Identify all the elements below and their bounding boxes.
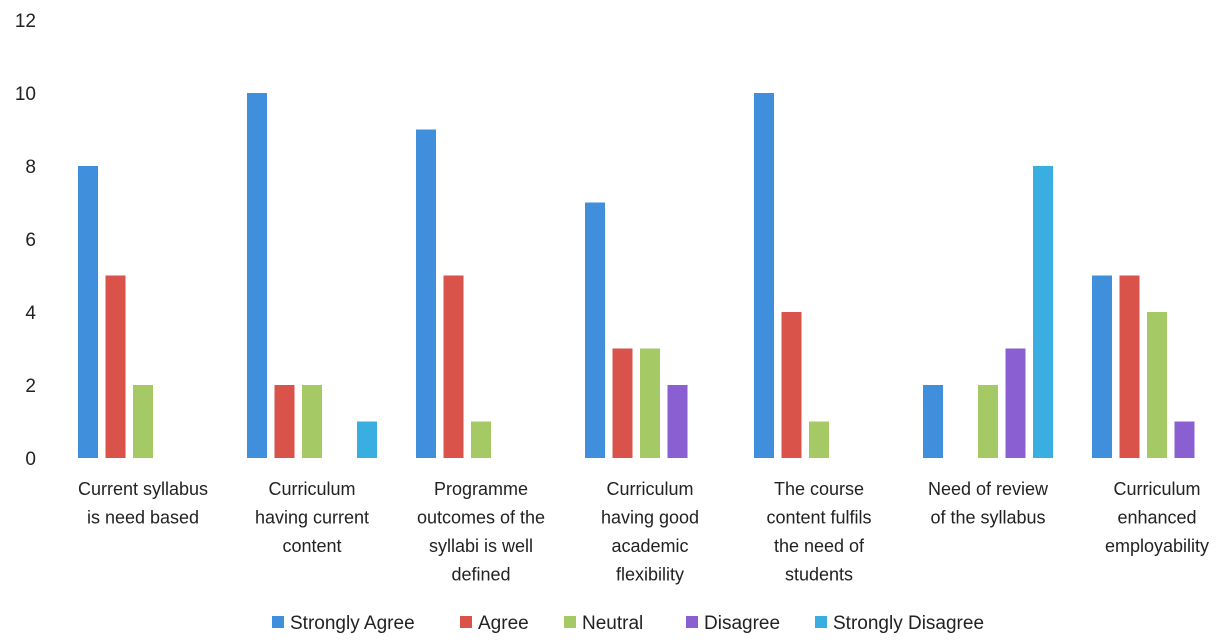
x-category-label: Curriculum having good academic flexibility: [601, 479, 699, 585]
bar-strongly-agree: [585, 202, 605, 458]
y-tick-label: 10: [15, 84, 36, 105]
x-category-label-line: Curriculum: [606, 479, 693, 499]
x-category-label-line: having good: [601, 508, 699, 528]
y-tick-label: 12: [15, 11, 36, 32]
x-category-label: The course content fulfils the need of stud…: [766, 479, 871, 585]
bars-group: [78, 93, 1195, 458]
x-category-label-line: The course: [774, 479, 864, 499]
bar-strongly-agree: [754, 93, 774, 458]
x-category-label: Curriculum having current content: [255, 479, 369, 556]
x-axis-labels: Current syllabus is need based Curriculum h…: [78, 479, 1209, 585]
category-group: [923, 166, 1053, 458]
legend-label: Agree: [478, 613, 529, 634]
legend-label: Strongly Disagree: [833, 613, 984, 634]
legend-swatch: [564, 616, 576, 628]
y-axis-ticks: 0 2 4 6 8 10 12: [15, 11, 37, 470]
bar-neutral: [978, 385, 998, 458]
legend-swatch: [272, 616, 284, 628]
legend-item: Agree: [460, 613, 529, 634]
x-category-label-line: content: [282, 536, 341, 556]
category-group: [754, 93, 829, 458]
bar-disagree: [1174, 421, 1195, 458]
bar-agree: [1119, 275, 1140, 458]
x-category-label: Curriculum enhanced employability: [1105, 479, 1209, 556]
x-category-label-line: academic: [611, 536, 688, 556]
x-category-label-line: syllabi is well: [429, 536, 533, 556]
bar-disagree: [667, 385, 688, 458]
bar-strongly-agree: [78, 166, 98, 458]
bar-agree: [443, 275, 464, 458]
legend-label: Strongly Agree: [290, 613, 415, 634]
x-category-label-line: outcomes of the: [417, 508, 545, 528]
x-category-label: Programme outcomes of the syllabi is well d…: [417, 479, 545, 585]
x-category-label-line: employability: [1105, 536, 1209, 556]
x-category-label-line: of the syllabus: [930, 508, 1045, 528]
bar-disagree: [1005, 348, 1026, 458]
bar-agree: [781, 312, 802, 458]
y-tick-label: 0: [25, 449, 36, 470]
x-category-label-line: having current: [255, 508, 369, 528]
bar-agree: [612, 348, 633, 458]
legend-label: Neutral: [582, 613, 643, 634]
legend-item: Disagree: [686, 613, 780, 634]
bar-neutral: [640, 348, 660, 458]
x-category-label: Need of review of the syllabus: [928, 479, 1049, 528]
x-category-label-line: students: [785, 565, 853, 585]
x-category-label-line: Curriculum: [268, 479, 355, 499]
x-category-label-line: defined: [451, 565, 510, 585]
x-category-label-line: enhanced: [1117, 508, 1196, 528]
bar-neutral: [471, 421, 491, 458]
legend: Strongly Agree Agree Neutral Disagree Strong…: [272, 613, 984, 634]
y-tick-label: 4: [25, 303, 36, 324]
bar-strongly-agree: [1092, 275, 1112, 458]
legend-swatch: [815, 616, 827, 628]
bar-strongly-disagree: [1033, 166, 1053, 458]
x-category-label-line: flexibility: [616, 565, 684, 585]
x-category-label-line: is need based: [87, 508, 199, 528]
x-category-label-line: Current syllabus: [78, 479, 208, 499]
bar-strongly-agree: [247, 93, 267, 458]
x-category-label-line: the need of: [774, 536, 865, 556]
bar-neutral: [302, 385, 322, 458]
bar-strongly-disagree: [357, 421, 377, 458]
category-group: [247, 93, 377, 458]
legend-item: Neutral: [564, 613, 643, 634]
bar-strongly-agree: [416, 129, 436, 458]
category-group: [416, 129, 491, 458]
legend-item: Strongly Agree: [272, 613, 415, 634]
legend-swatch: [686, 616, 698, 628]
category-group: [78, 166, 153, 458]
bar-strongly-agree: [923, 385, 943, 458]
bar-neutral: [133, 385, 153, 458]
bar-agree: [105, 275, 126, 458]
y-tick-label: 2: [25, 376, 36, 397]
x-category-label-line: content fulfils: [766, 508, 871, 528]
x-category-label: Current syllabus is need based: [78, 479, 208, 528]
y-tick-label: 6: [25, 230, 36, 251]
x-category-label-line: Need of review: [928, 479, 1049, 499]
legend-swatch: [460, 616, 472, 628]
bar-neutral: [1147, 312, 1167, 458]
legend-item: Strongly Disagree: [815, 613, 984, 634]
x-category-label-line: Curriculum: [1113, 479, 1200, 499]
y-tick-label: 8: [25, 157, 36, 178]
x-category-label-line: Programme: [434, 479, 528, 499]
bar-agree: [274, 385, 295, 458]
bar-neutral: [809, 421, 829, 458]
legend-label: Disagree: [704, 613, 780, 634]
category-group: [1092, 275, 1195, 458]
category-group: [585, 202, 688, 458]
